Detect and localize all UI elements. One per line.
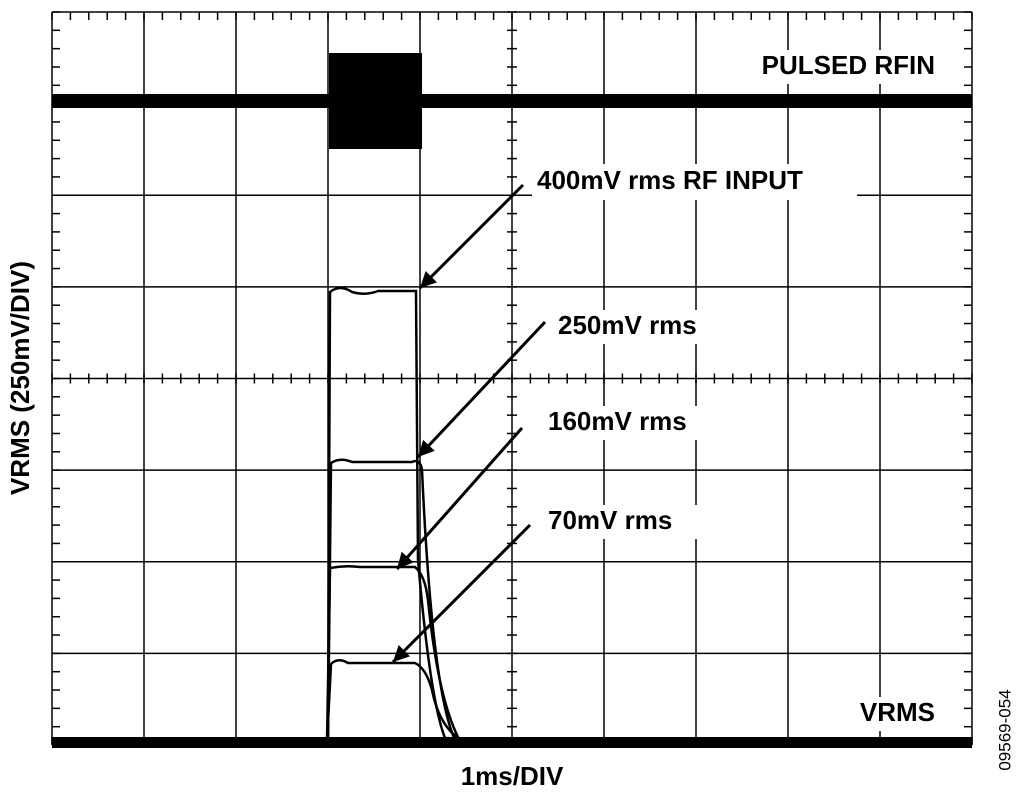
annotation: 400mV rms RF INPUT (537, 165, 803, 195)
annotation: 250mV rms (558, 310, 697, 340)
trace-label: VRMS (860, 697, 935, 727)
label-bg (543, 505, 701, 539)
trace-label: PULSED RFIN (762, 50, 935, 80)
annotation: 70mV rms (548, 505, 672, 535)
label-bg (838, 697, 943, 731)
label-bg (543, 406, 715, 440)
arrow (418, 183, 525, 290)
rfin-pulse (329, 53, 422, 149)
rfin-trace (52, 94, 972, 108)
vrms-baseline (52, 737, 972, 748)
label-bg (552, 310, 727, 344)
arrow (391, 523, 532, 664)
label-bg (532, 164, 857, 200)
x-axis-label: 1ms/DIV (461, 761, 564, 791)
figure-id: 09569-054 (995, 689, 1014, 770)
arrow (395, 427, 524, 570)
annotation-arrows (391, 183, 547, 664)
label-bg (725, 50, 945, 84)
arrow (416, 320, 547, 459)
annotation: 160mV rms (548, 406, 687, 436)
vrms-traces (325, 286, 491, 744)
y-axis-label: VRMS (250mV/DIV) (5, 261, 35, 495)
graticule (51, 11, 973, 746)
